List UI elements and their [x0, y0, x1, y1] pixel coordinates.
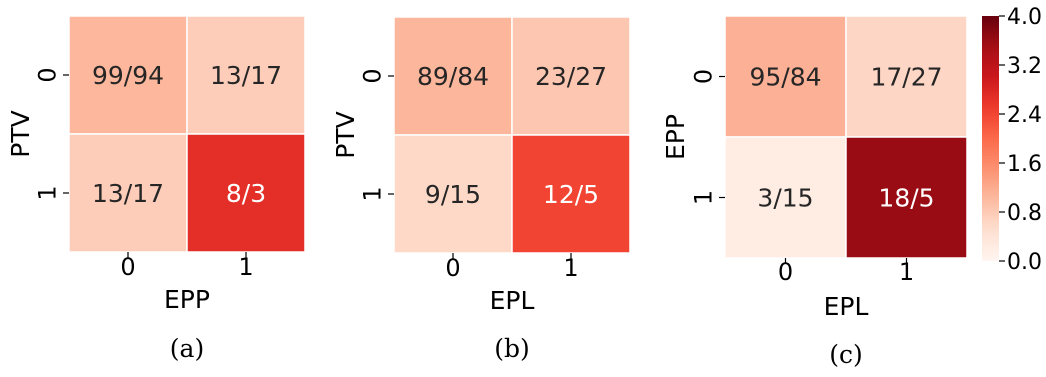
y-axis-label: PTV [331, 111, 360, 158]
cell-label: 9/15 [425, 180, 481, 209]
y-tick-label: 0 [358, 68, 386, 83]
cell-label: 95/84 [749, 63, 821, 92]
heatmap-cell [845, 136, 968, 259]
cell-label: 23/27 [535, 62, 607, 91]
colorbar-tick-label: 3.2 [1007, 54, 1042, 79]
cell-label: 99/94 [92, 61, 164, 90]
heatmap-cell [68, 15, 188, 135]
x-tick-label: 0 [120, 253, 135, 281]
y-tick-label: 1 [358, 186, 386, 201]
y-axis-label: EPP [661, 114, 690, 160]
y-tick-label: 0 [33, 67, 61, 82]
cell-label: 13/17 [92, 179, 164, 208]
y-tick-label: 0 [689, 69, 717, 84]
x-axis-label: EPL [490, 286, 535, 315]
subfigure-caption: (a) [170, 334, 204, 363]
x-tick-label: 1 [899, 258, 914, 286]
cell-label: 13/17 [210, 61, 282, 90]
x-axis-label: EPL [824, 292, 869, 321]
x-tick-label: 0 [778, 258, 793, 286]
x-axis-label: EPP [164, 285, 210, 314]
heatmap-cell [845, 15, 968, 138]
colorbar [982, 16, 999, 261]
colorbar-tick-label: 1.6 [1007, 152, 1042, 177]
cell-label: 8/3 [226, 179, 266, 208]
y-axis-label: PTV [6, 110, 35, 157]
heatmap-cell [186, 133, 306, 253]
heatmap-cell [724, 136, 847, 259]
colorbar-tick-label: 4.0 [1007, 5, 1042, 30]
subfigure-caption: (b) [494, 334, 530, 363]
colorbar-tick-label: 2.4 [1007, 103, 1042, 128]
heatmap-cell [186, 15, 306, 135]
cell-label: 89/84 [417, 62, 489, 91]
colorbar-tick-label: 0.8 [1007, 201, 1042, 226]
heatmap-cell [68, 133, 188, 253]
subfigure-caption: (c) [829, 340, 863, 369]
x-tick-label: 1 [563, 254, 578, 282]
x-tick-label: 1 [238, 253, 253, 281]
y-tick-label: 1 [689, 190, 717, 205]
heatmap-cell [511, 134, 631, 254]
cell-label: 3/15 [757, 184, 813, 213]
cell-label: 12/5 [543, 180, 599, 209]
y-tick-label: 1 [33, 185, 61, 200]
x-tick-label: 0 [445, 254, 460, 282]
colorbar-tick-label: 0.0 [1007, 250, 1042, 275]
cell-label: 18/5 [878, 184, 934, 213]
heatmap-cell [511, 16, 631, 136]
cell-label: 17/27 [870, 63, 942, 92]
